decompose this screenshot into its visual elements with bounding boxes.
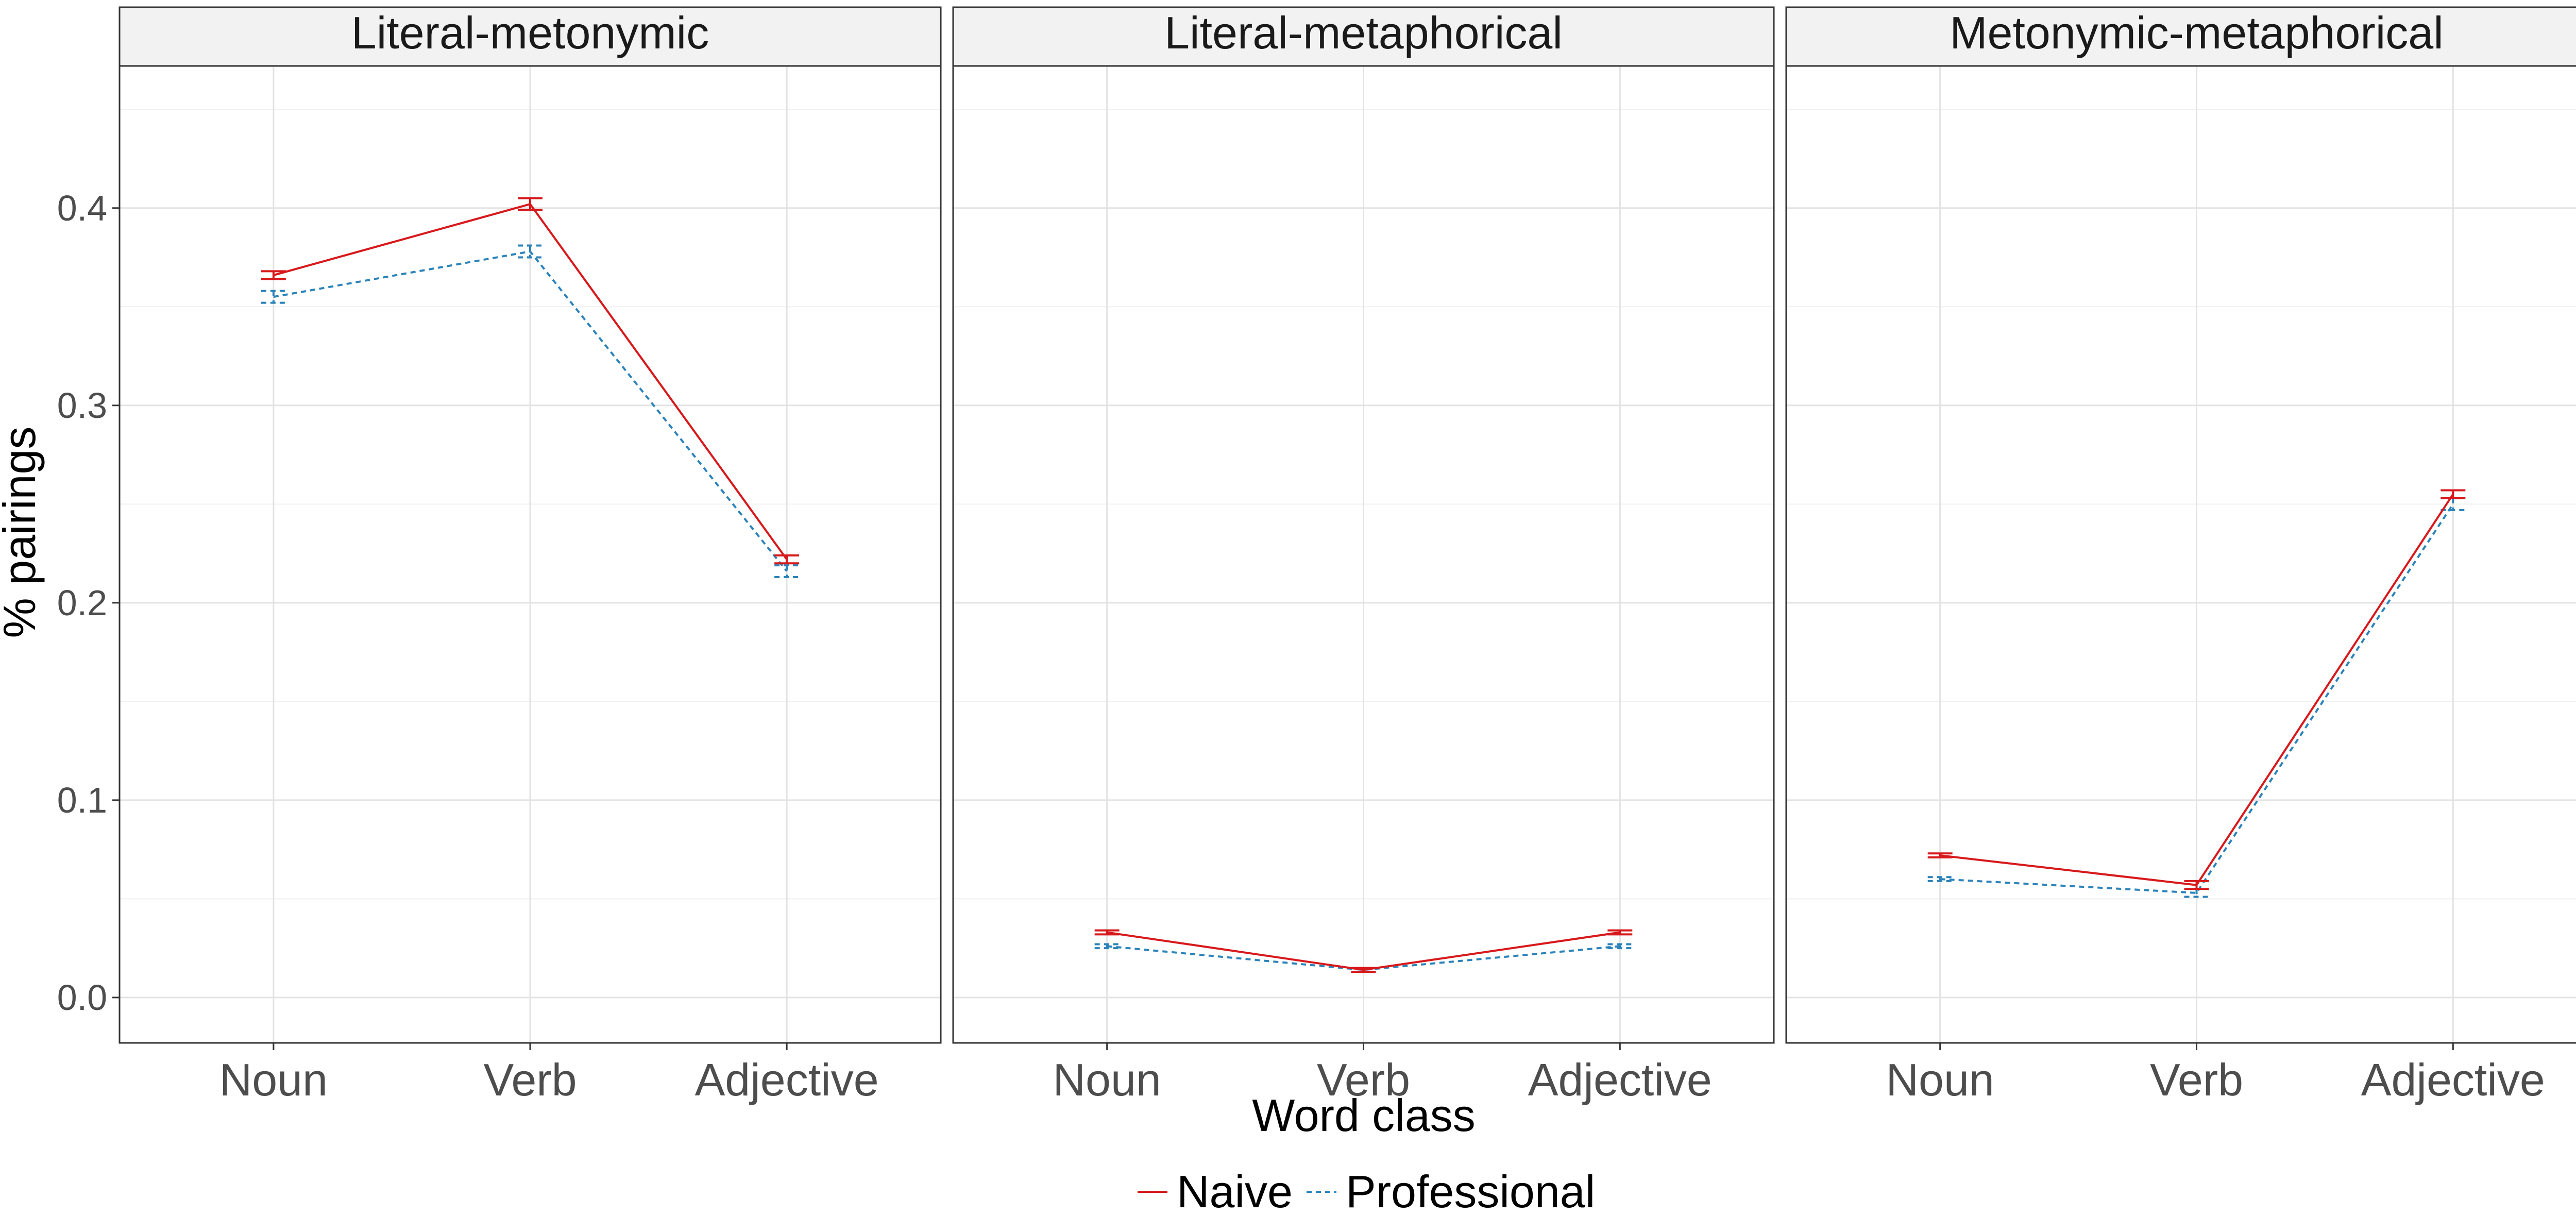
x-tick-label: Adjective [2361, 1054, 2545, 1105]
error-bar [1094, 943, 1120, 950]
x-tick-label: Adjective [695, 1054, 879, 1105]
error-bar [518, 197, 543, 211]
panel-3: Metonymic-metaphorical Noun Verb Adjective [1785, 6, 2576, 1105]
plot-background [1786, 66, 2576, 1043]
panel-strip [1785, 6, 2576, 67]
x-axis-title: Word class [1252, 1090, 1476, 1141]
series-naive [261, 197, 800, 565]
panel-title: Metonymic-metaphorical [1950, 7, 2444, 58]
y-tick-label: 0.4 [57, 188, 107, 228]
panel-strip [118, 6, 942, 67]
error-bar [1607, 929, 1633, 936]
error-bar [1927, 852, 1953, 858]
error-bar [1351, 967, 1376, 973]
series-line [1940, 503, 2454, 894]
series-naive [1094, 929, 1633, 973]
error-bar [261, 290, 286, 304]
panel-2: Literal-metaphorical Noun Verb Adjective [952, 6, 1775, 1105]
y-axis-title: % pairings [0, 427, 45, 638]
panel-title: Literal-metonymic [351, 7, 709, 58]
error-bar [1927, 876, 1953, 882]
series-naive [1927, 489, 2466, 890]
y-tick-label: 0.2 [57, 583, 107, 623]
series-line [273, 250, 788, 572]
error-bar [774, 554, 800, 565]
legend-label: Professional [1346, 1166, 1595, 1215]
y-tick-label: 0.3 [57, 385, 107, 426]
legend-entry-naive: Naive [1138, 1166, 1293, 1215]
legend-entry-professional: Professional [1307, 1166, 1595, 1215]
x-tick-label: Verb [1317, 1054, 1410, 1105]
error-bar [1094, 929, 1120, 936]
series-line [1107, 945, 1620, 971]
series-professional [261, 244, 800, 579]
x-tick-label: Noun [1886, 1054, 1994, 1105]
error-bar [2441, 489, 2466, 499]
legend-label: Naive [1177, 1166, 1293, 1215]
error-bar [774, 564, 800, 579]
x-tick-label: Adjective [1528, 1054, 1712, 1105]
gridlines [120, 66, 941, 1043]
error-bar [518, 244, 543, 259]
panel-strip [952, 6, 1775, 67]
y-axis: 0.0 0.1 0.2 0.3 0.4 [57, 188, 120, 1018]
panel-1: Literal-metonymic Noun Verb Adjective [118, 6, 942, 1105]
x-tick-label: Verb [483, 1054, 577, 1105]
gridlines [953, 66, 1774, 1043]
error-bar [2184, 880, 2209, 890]
legend: Naive Professional [1138, 1166, 1595, 1215]
x-tick-label: Noun [1053, 1054, 1161, 1105]
y-tick-label: 0.1 [57, 780, 107, 820]
error-bar [261, 270, 286, 280]
error-bar [1607, 943, 1633, 950]
x-tick-label: Verb [2150, 1054, 2243, 1105]
panel-title: Literal-metaphorical [1164, 7, 1563, 58]
x-tick-label: Noun [219, 1054, 328, 1105]
y-tick-label: 0.0 [57, 977, 107, 1018]
